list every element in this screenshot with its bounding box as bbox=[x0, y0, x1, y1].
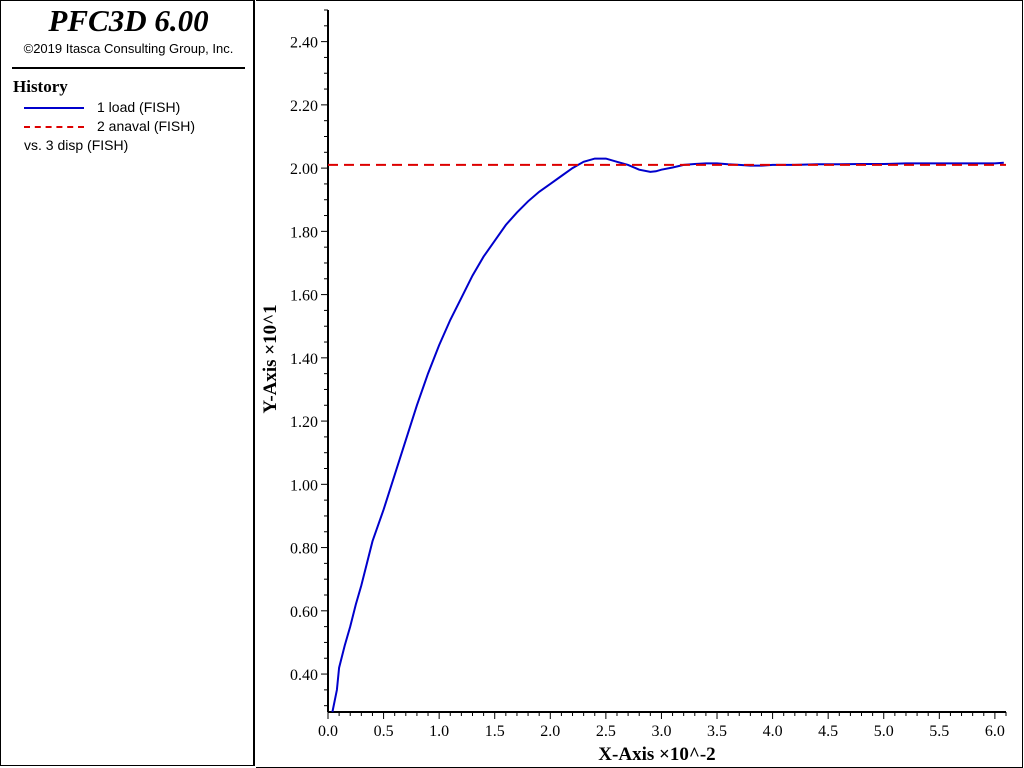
x-tick-label: 3.5 bbox=[707, 723, 727, 740]
y-tick-label: 0.60 bbox=[290, 604, 318, 621]
y-tick-label: 2.00 bbox=[290, 161, 318, 178]
legend-heading: History bbox=[13, 77, 68, 96]
x-tick-label: 5.5 bbox=[929, 723, 949, 740]
y-tick-label: 2.20 bbox=[290, 98, 318, 115]
chart: 0.40 0.60 0.80 1.00 1.20 1.40 1.60 1.80 2.00 2.20… bbox=[260, 9, 1007, 765]
legend-label-anaval: 2 anaval (FISH) bbox=[97, 118, 196, 134]
legend-swatch-anaval bbox=[24, 126, 84, 128]
y-tick-label: 1.60 bbox=[290, 288, 318, 305]
legend-entry-anaval: 2 anaval (FISH) bbox=[24, 118, 244, 136]
x-tick-label: 4.5 bbox=[818, 723, 838, 740]
legend-panel: PFC3D 6.00 ©2019 Itasca Consulting Group… bbox=[0, 0, 255, 766]
app-title: PFC3D 6.00 bbox=[48, 3, 209, 38]
x-tick-label: 0.0 bbox=[318, 723, 338, 740]
x-tick-label: 4.0 bbox=[763, 723, 783, 740]
y-axis-title: Y-Axis ×10^1 bbox=[260, 304, 281, 413]
legend-label-load: 1 load (FISH) bbox=[97, 99, 181, 115]
y-tick-label: 2.40 bbox=[290, 35, 318, 52]
legend-entry-load: 1 load (FISH) bbox=[24, 99, 244, 117]
x-axis-title: X-Axis ×10^-2 bbox=[598, 744, 715, 765]
plot-area: 0.40 0.60 0.80 1.00 1.20 1.40 1.60 1.80 2.00 2.20… bbox=[256, 0, 1024, 768]
x-tick-label: 2.0 bbox=[540, 723, 560, 740]
y-tick-label: 1.80 bbox=[290, 224, 318, 241]
legend-swatch-load bbox=[24, 107, 84, 109]
x-tick-label: 1.5 bbox=[485, 723, 505, 740]
x-tick-label: 6.0 bbox=[985, 723, 1005, 740]
y-tick-label: 1.40 bbox=[290, 351, 318, 368]
y-tick-label: 0.80 bbox=[290, 541, 318, 558]
x-tick-label: 2.5 bbox=[596, 723, 616, 740]
x-tick-label: 5.0 bbox=[874, 723, 894, 740]
x-tick-label: 3.0 bbox=[651, 723, 671, 740]
title-separator bbox=[12, 67, 245, 69]
x-tick-label: 0.5 bbox=[374, 723, 394, 740]
y-tick-label: 0.40 bbox=[290, 667, 318, 684]
x-tick-label: 1.0 bbox=[429, 723, 449, 740]
y-tick-label: 1.00 bbox=[290, 477, 318, 494]
copyright-text: ©2019 Itasca Consulting Group, Inc. bbox=[23, 41, 234, 56]
series-line-load bbox=[331, 157, 1004, 713]
y-tick-label: 1.20 bbox=[290, 414, 318, 431]
legend-vs-label: vs. 3 disp (FISH) bbox=[24, 137, 129, 153]
